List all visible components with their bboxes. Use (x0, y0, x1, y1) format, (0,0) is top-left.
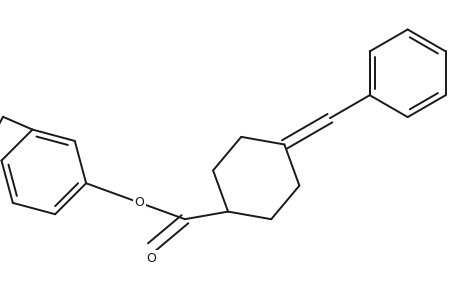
Text: O: O (134, 196, 144, 209)
Text: O: O (146, 252, 156, 265)
